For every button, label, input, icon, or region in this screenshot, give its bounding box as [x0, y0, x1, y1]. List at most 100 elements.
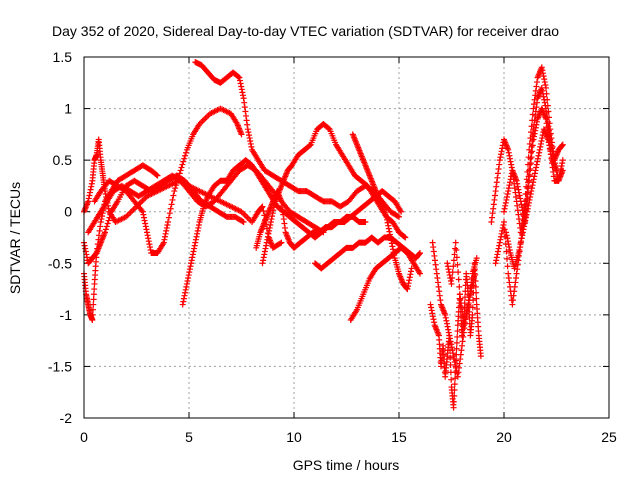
data-point	[90, 301, 97, 308]
data-point	[401, 233, 408, 240]
data-point	[454, 261, 461, 268]
data-point	[166, 210, 173, 217]
data-point	[550, 173, 557, 180]
data-point	[501, 219, 507, 226]
data-point	[180, 158, 187, 165]
data-point	[532, 124, 539, 131]
data-point	[89, 311, 96, 318]
data-point	[90, 306, 96, 313]
data-point	[516, 192, 523, 199]
data-point	[91, 286, 98, 293]
x-tick-label: 0	[80, 429, 88, 445]
data-point	[514, 183, 521, 190]
data-point	[538, 84, 545, 91]
data-point	[530, 179, 537, 186]
data-point	[469, 304, 476, 311]
grid-lines	[84, 57, 609, 418]
data-point	[97, 223, 104, 230]
data-point	[417, 270, 423, 277]
data-point	[153, 171, 160, 178]
data-point	[533, 164, 540, 171]
data-point	[522, 217, 529, 224]
axis-ticks: 0 5 10 15 20 25 -2 -1.5 -1 -0.5 0 0.5 1 1.5	[48, 49, 617, 445]
data-point	[528, 188, 535, 195]
data-point	[105, 217, 112, 224]
data-point	[181, 155, 188, 162]
data-point	[511, 283, 518, 290]
data-point	[534, 158, 541, 165]
data-point	[455, 276, 462, 283]
data-point	[504, 255, 510, 262]
data-point	[559, 157, 566, 164]
data-point	[396, 213, 402, 220]
y-tick-label: -2	[60, 410, 73, 426]
data-point	[402, 234, 409, 241]
data-point	[167, 205, 174, 212]
data-point	[541, 79, 548, 86]
data-point	[543, 120, 550, 127]
y-axis-title: SDTVAR / TECUs	[7, 182, 23, 294]
data-point	[526, 171, 533, 178]
data-point	[240, 219, 247, 226]
data-point	[94, 245, 101, 252]
data-point	[88, 183, 95, 190]
data-point	[513, 270, 520, 277]
data-point	[469, 311, 476, 318]
data-point	[510, 292, 517, 299]
data-point	[538, 64, 545, 71]
data-point	[182, 152, 189, 159]
y-tick-label: 0	[64, 204, 72, 220]
series-track-6	[192, 59, 402, 220]
data-point	[472, 283, 479, 290]
data-point	[450, 404, 457, 411]
data-point	[106, 214, 113, 221]
data-point	[516, 247, 523, 254]
x-tick-label: 10	[286, 429, 302, 445]
data-point	[473, 295, 480, 302]
data-point	[526, 177, 533, 184]
data-point	[447, 354, 454, 361]
data-point	[559, 141, 566, 148]
data-point	[452, 245, 459, 252]
data-point	[453, 254, 460, 261]
data-point	[537, 143, 544, 150]
x-tick-label: 5	[185, 429, 193, 445]
data-point	[235, 73, 242, 80]
data-point	[450, 257, 457, 264]
data-point	[82, 245, 89, 252]
data-point	[90, 296, 97, 303]
data-point	[259, 203, 266, 210]
series-track-15	[444, 239, 480, 329]
data-point	[503, 248, 510, 255]
data-point	[448, 376, 455, 383]
data-point	[398, 208, 405, 215]
data-point	[454, 333, 461, 340]
data-point	[107, 211, 114, 218]
data-point	[556, 171, 563, 178]
y-tick-label: 0.5	[53, 152, 73, 168]
data-point	[362, 219, 369, 226]
data-point	[277, 240, 284, 247]
data-point	[540, 73, 547, 80]
data-point	[165, 214, 172, 221]
data-point	[154, 172, 161, 179]
data-point	[519, 232, 526, 239]
data-point	[452, 239, 459, 246]
data-point	[536, 149, 543, 156]
data-point	[473, 289, 480, 296]
data-point	[449, 275, 456, 282]
data-point	[528, 154, 535, 161]
x-tick-label: 20	[496, 429, 512, 445]
data-point	[531, 130, 538, 137]
data-point	[527, 165, 534, 172]
data-point	[178, 164, 185, 171]
data-point	[278, 239, 285, 246]
series-track-19	[503, 126, 560, 272]
data-point	[85, 198, 92, 205]
data-point	[451, 381, 458, 388]
data-point	[103, 223, 110, 230]
data-point	[540, 93, 547, 100]
series-track-7	[179, 157, 369, 308]
data-point	[394, 213, 401, 220]
